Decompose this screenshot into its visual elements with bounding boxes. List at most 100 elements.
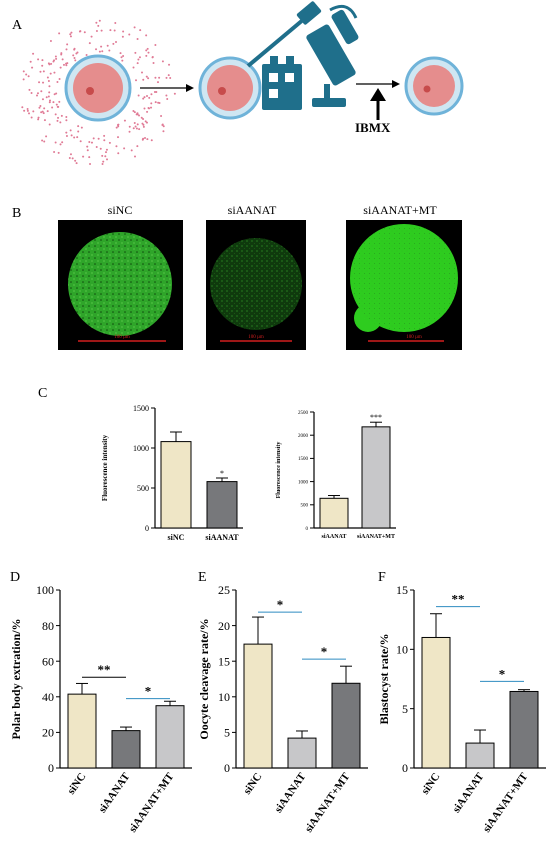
cumulus-cell-dot	[48, 85, 51, 88]
cumulus-cell-dot	[168, 63, 171, 66]
cumulus-cell-dot	[49, 40, 52, 43]
cumulus-cell-dot	[134, 51, 137, 54]
cumulus-cell-dot	[165, 76, 168, 79]
cumulus-cell-dot	[145, 94, 148, 97]
cumulus-cell-dot	[138, 56, 141, 59]
cumulus-cell-dot	[132, 110, 135, 113]
cumulus-cell-dot	[108, 141, 111, 144]
cumulus-cell-dot	[85, 54, 88, 57]
y-axis-label: Fluorescence intensity	[276, 442, 282, 499]
cumulus-cell-dot	[114, 22, 117, 25]
cumulus-cell-dot	[21, 106, 24, 109]
bar-siaanat	[111, 730, 141, 769]
significance-marker: *	[321, 644, 328, 659]
bar-siaanat-mt	[331, 682, 361, 769]
cumulus-cell-dot	[90, 35, 93, 38]
cumulus-cell-dot	[47, 62, 50, 65]
cumulus-cell-dot	[56, 80, 59, 83]
cumulus-cell-dot	[173, 92, 176, 95]
cumulus-cell-dot	[137, 58, 140, 61]
significance-marker: *	[220, 469, 224, 478]
cumulus-cell-dot	[37, 116, 40, 119]
denuded-oocyte	[198, 56, 262, 120]
cumulus-cell-dot	[28, 88, 31, 91]
cumulus-cell-dot	[74, 159, 77, 162]
cumulus-cell-dot	[72, 54, 75, 57]
cumulus-cell-dot	[144, 137, 147, 140]
panel-letter-e: E	[198, 570, 207, 585]
cumulus-cell-dot	[121, 35, 124, 38]
microinjection-icon	[246, 1, 359, 110]
cumulus-cell-dot	[115, 145, 118, 148]
significance-marker: **	[98, 662, 111, 677]
bar-siaanat	[287, 737, 317, 769]
significance-marker: *	[277, 597, 284, 612]
cumulus-cell-dot	[132, 127, 135, 130]
cumulus-cell-dot	[145, 54, 148, 57]
oocyte-with-cumulus	[64, 54, 132, 122]
cumulus-cell-dot	[105, 148, 108, 151]
cumulus-cell-dot	[123, 147, 126, 150]
cumulus-cell-dot	[117, 136, 120, 139]
cumulus-cell-dot	[46, 76, 49, 79]
cumulus-cells	[21, 19, 176, 166]
cumulus-cell-dot	[138, 114, 141, 117]
cumulus-cell-dot	[95, 146, 98, 149]
y-tick-label: 10	[218, 690, 230, 704]
cumulus-cell-dot	[151, 55, 154, 58]
category-label: siAANAT+MT	[357, 534, 395, 540]
cumulus-cell-dot	[69, 129, 72, 132]
cumulus-cell-dot	[88, 156, 91, 159]
cumulus-cell-dot	[54, 141, 57, 144]
cumulus-cell-dot	[39, 105, 42, 108]
cumulus-cell-dot	[115, 41, 118, 44]
cumulus-cell-dot	[161, 60, 164, 63]
cumulus-cell-dot	[42, 81, 45, 84]
scale-bar-label: 100 µm	[248, 335, 264, 340]
cumulus-cell-dot	[117, 152, 120, 155]
cumulus-cell-dot	[65, 119, 68, 122]
cumulus-cell-dot	[102, 160, 105, 163]
cumulus-cell-dot	[48, 101, 51, 104]
cumulus-cell-dot	[29, 60, 32, 63]
cumulus-cell-dot	[145, 75, 148, 78]
cumulus-cell-dot	[133, 111, 136, 114]
cumulus-cell-dot	[73, 136, 76, 139]
cumulus-cell-dot	[70, 134, 73, 137]
panel-letter-a: A	[12, 18, 23, 33]
cumulus-cell-dot	[166, 97, 169, 100]
cumulus-cell-dot	[136, 62, 139, 65]
cumulus-cell-dot	[162, 130, 165, 133]
cumulus-cell-dot	[137, 94, 140, 97]
cumulus-cell-dot	[134, 155, 137, 158]
significance-marker: ***	[370, 413, 382, 422]
cumulus-cell-dot	[41, 98, 44, 101]
bar-siaanat-mt	[155, 705, 185, 769]
cumulus-cell-dot	[153, 91, 156, 94]
cumulus-cell-dot	[56, 105, 59, 108]
cumulus-cell-dot	[54, 113, 57, 116]
y-tick-label: 1500	[133, 404, 149, 413]
cumulus-cell-dot	[75, 162, 78, 165]
cumulus-cell-dot	[53, 93, 56, 96]
cumulus-cell-dot	[22, 78, 25, 81]
cumulus-cell-dot	[65, 115, 68, 118]
image-title-siaanat: siAANAT	[227, 203, 277, 217]
cumulus-cell-dot	[52, 101, 55, 104]
cumulus-cell-dot	[109, 29, 112, 32]
cumulus-cell-dot	[26, 108, 29, 111]
cumulus-cell-dot	[60, 52, 63, 55]
cumulus-cell-dot	[97, 24, 100, 27]
bar-siaanat	[465, 742, 495, 769]
cumulus-cell-dot	[88, 141, 91, 144]
cumulus-cell-dot	[103, 134, 106, 137]
cumulus-cell-dot	[43, 119, 46, 122]
cumulus-cell-dot	[97, 137, 100, 140]
cumulus-cell-dot	[92, 137, 95, 140]
cumulus-cell-dot	[100, 29, 103, 32]
cumulus-cell-dot	[116, 124, 119, 127]
cumulus-cell-dot	[46, 110, 49, 113]
significance-marker: *	[499, 666, 506, 681]
cumulus-cell-dot	[145, 34, 148, 37]
cumulus-cell-dot	[138, 128, 141, 131]
